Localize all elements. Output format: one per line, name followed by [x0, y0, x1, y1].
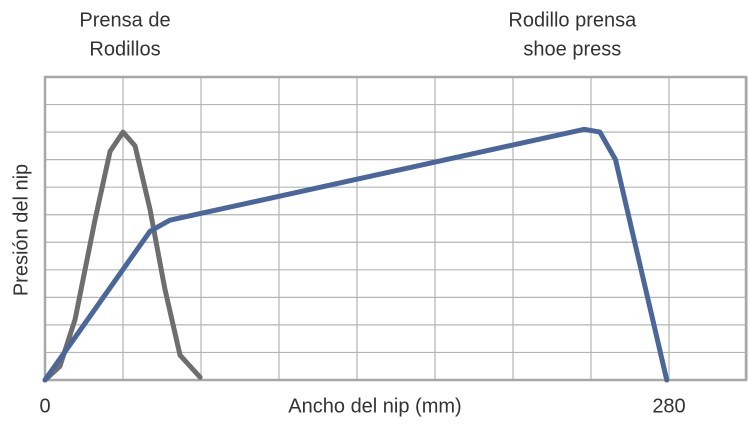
annotation: Prensa de	[79, 9, 170, 31]
annotation: shoe press	[523, 38, 621, 60]
y-axis-label: Presión del nip	[10, 164, 32, 296]
line-series	[42, 126, 670, 383]
x-axis-label: Ancho del nip (mm)	[288, 395, 461, 417]
x-tick-label: 280	[652, 395, 685, 417]
annotation: Rodillo prensa	[508, 9, 637, 31]
annotation: Rodillos	[89, 38, 160, 60]
line-series	[42, 129, 203, 383]
x-tick-label: 0	[39, 395, 50, 417]
plot-frame	[43, 75, 748, 382]
